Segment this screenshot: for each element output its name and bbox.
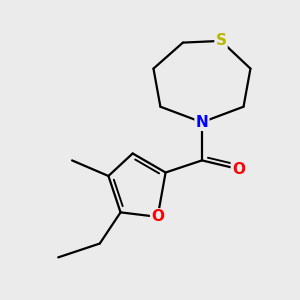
Text: N: N <box>196 115 208 130</box>
Text: O: O <box>232 162 245 177</box>
Text: O: O <box>151 209 164 224</box>
Text: S: S <box>215 33 226 48</box>
